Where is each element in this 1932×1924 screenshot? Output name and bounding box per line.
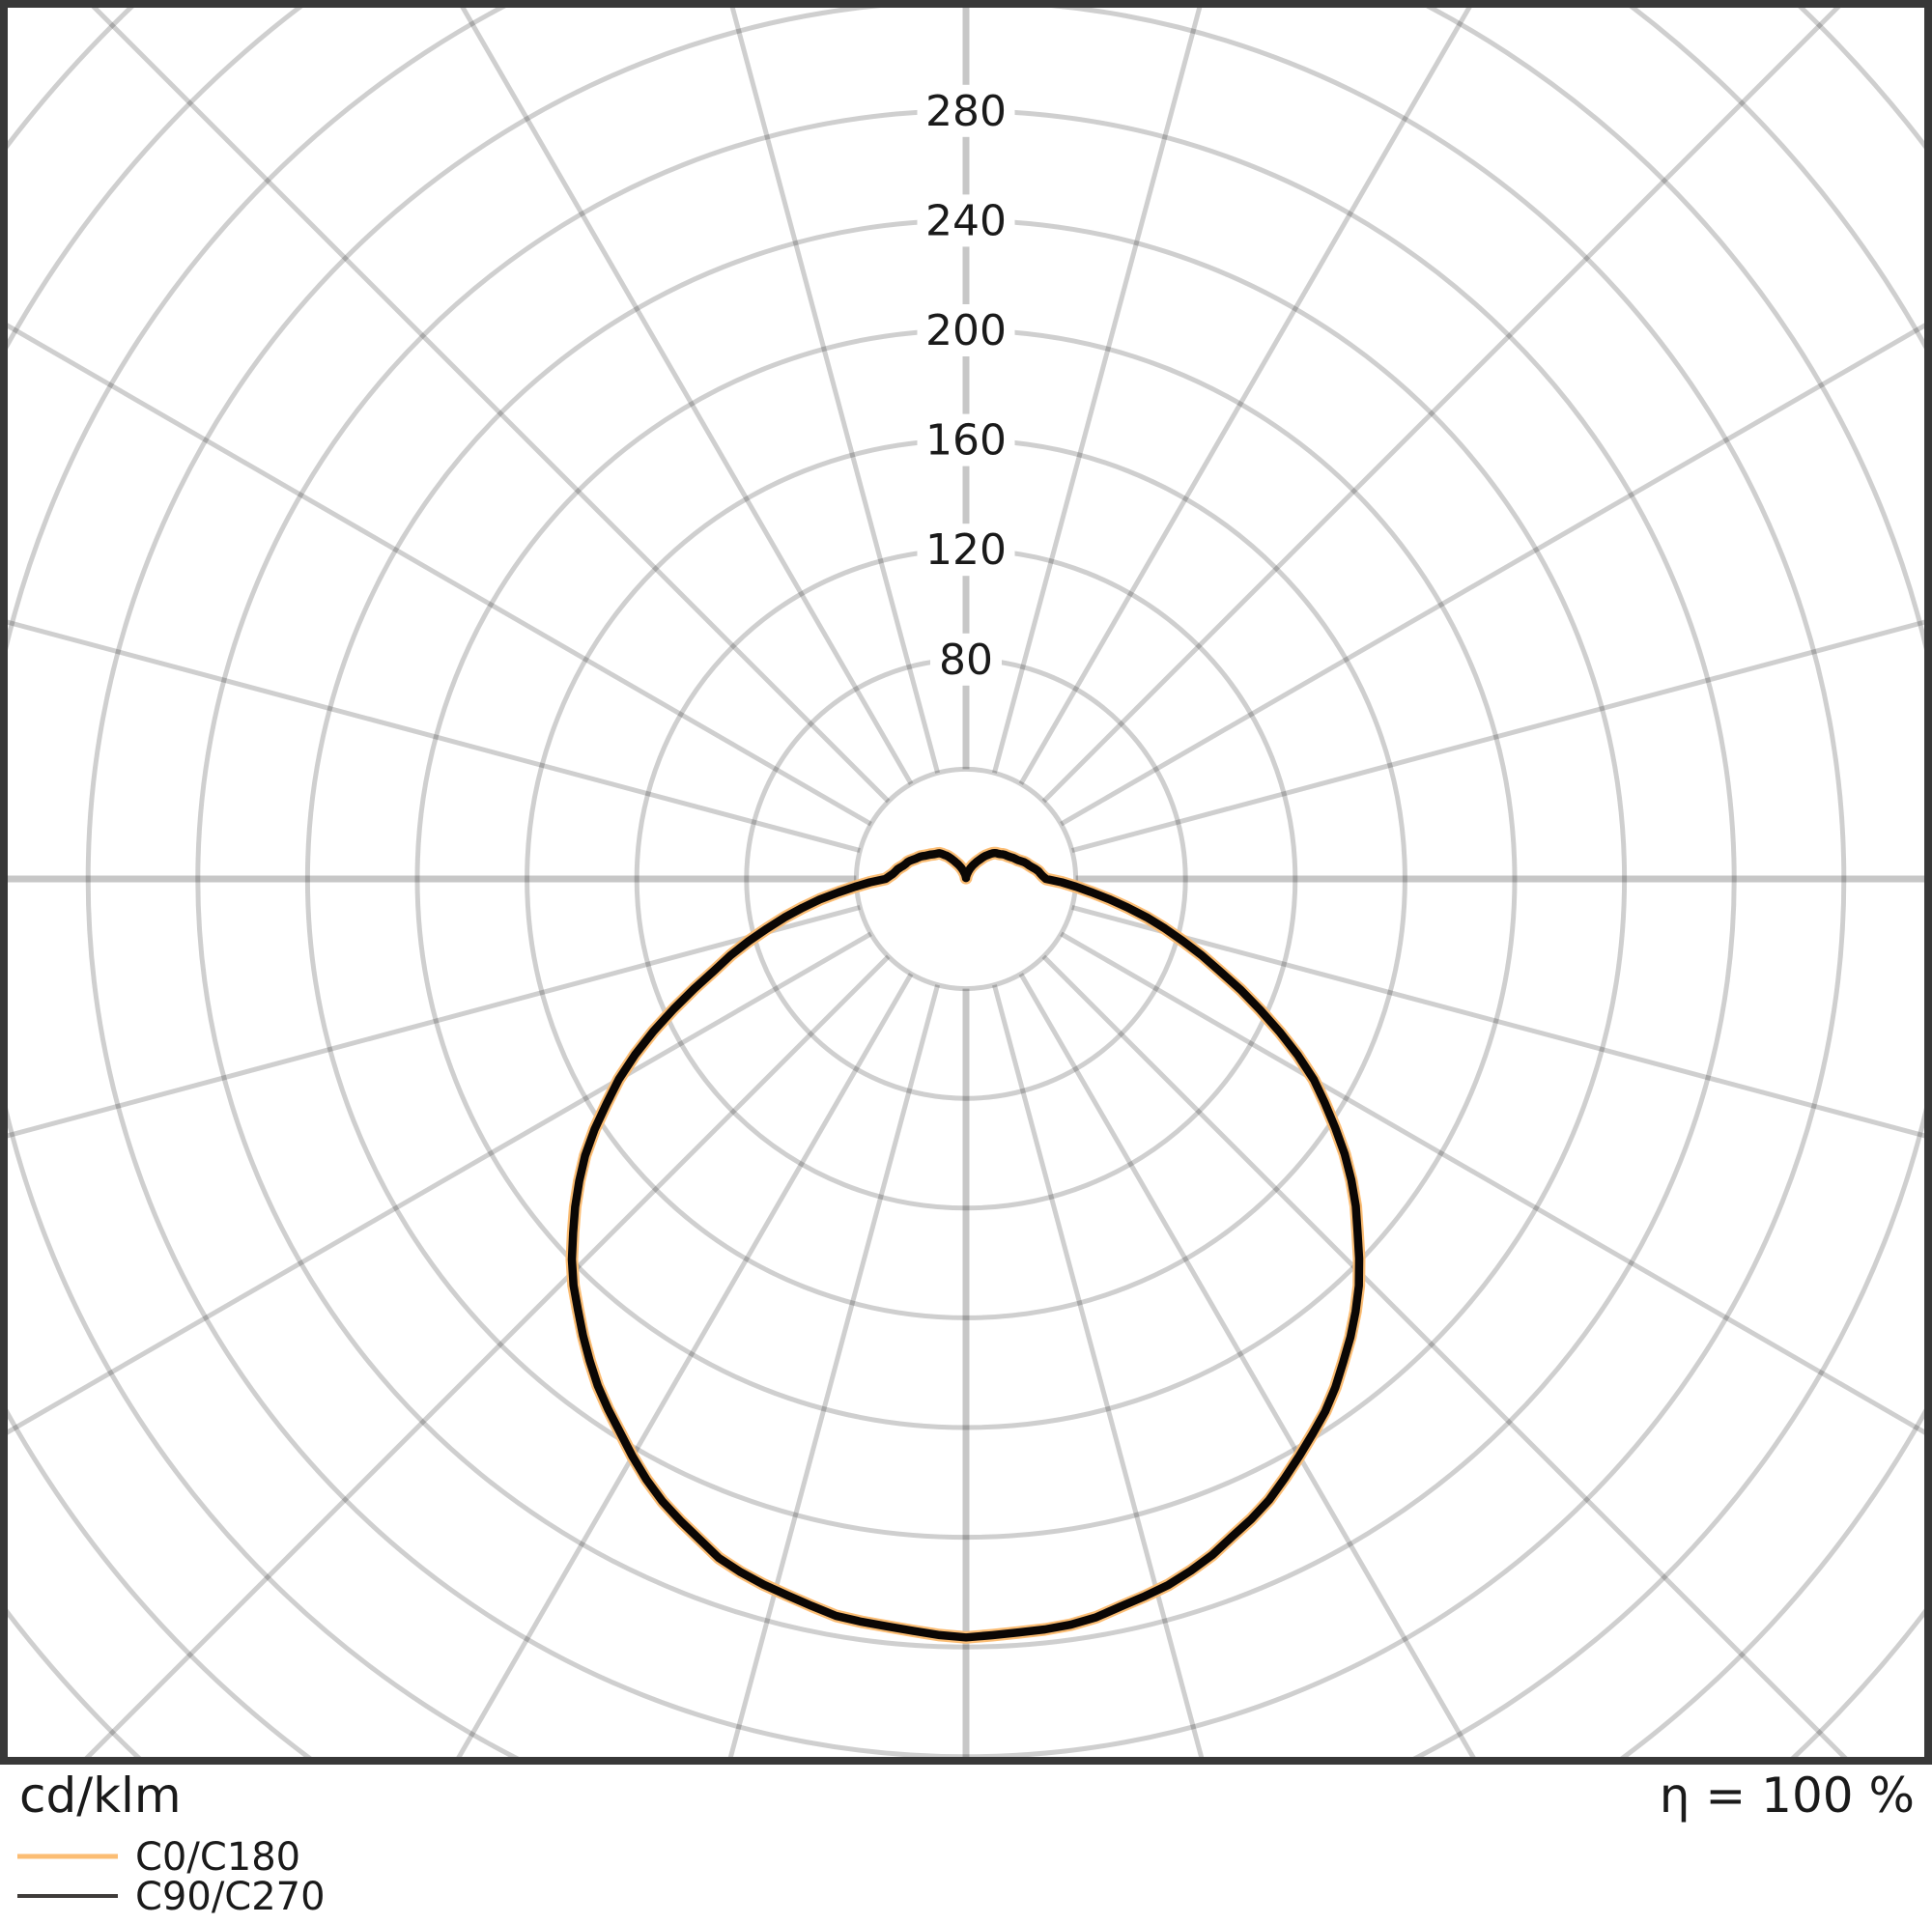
ring-label-mask bbox=[917, 84, 1015, 137]
ring-label-mask bbox=[930, 633, 1002, 686]
ring-label: 80 bbox=[939, 636, 993, 685]
ring-label-mask bbox=[917, 194, 1015, 247]
legend: C0/C180 C90/C270 bbox=[17, 1835, 326, 1919]
radial-tick-labels: 80 120 160 200 240 280 bbox=[917, 84, 1015, 686]
ring-label: 280 bbox=[925, 87, 1007, 136]
unit-label: cd/klm bbox=[19, 1768, 182, 1824]
plot-frame bbox=[0, 0, 1932, 1765]
efficiency-label: η = 100 % bbox=[1660, 1768, 1915, 1824]
ring-label: 120 bbox=[925, 525, 1007, 575]
curve-c90-c270 bbox=[567, 848, 1364, 1642]
intensity-curves bbox=[565, 846, 1366, 1644]
ring-label: 200 bbox=[925, 306, 1007, 355]
legend-label-c0-c180: C0/C180 bbox=[135, 1835, 300, 1880]
ring-label: 160 bbox=[925, 416, 1007, 466]
ring-label-mask bbox=[917, 304, 1015, 356]
legend-label-c90-c270: C90/C270 bbox=[135, 1875, 326, 1919]
ring-label-mask bbox=[917, 413, 1015, 467]
ring-label: 240 bbox=[925, 196, 1007, 245]
ring-label-mask bbox=[917, 523, 1015, 577]
